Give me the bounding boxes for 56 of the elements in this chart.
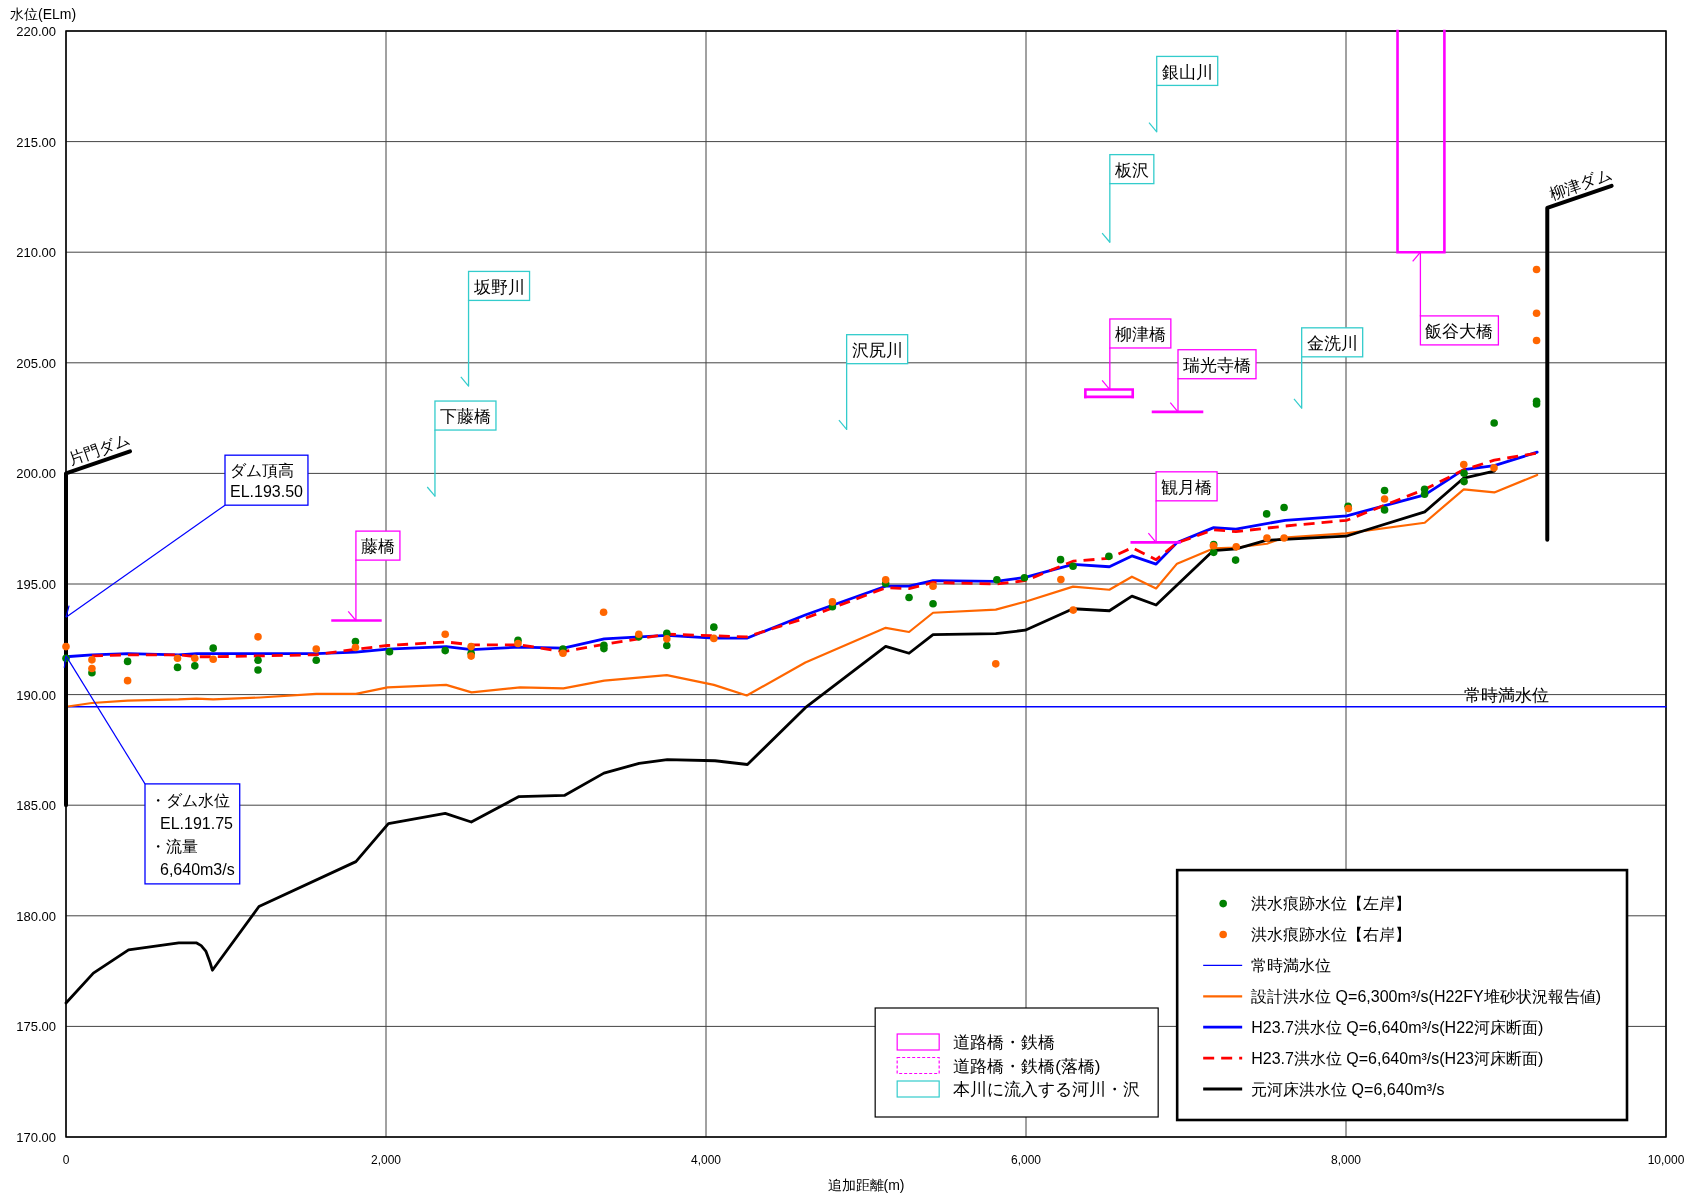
y-tick-label: 215.00 (16, 134, 56, 150)
y-tick-label: 200.00 (16, 466, 56, 482)
x-tick-label: 6,000 (1010, 1153, 1042, 1167)
annotation: 飯谷大橋 (1425, 322, 1494, 342)
annotation: 柳津橋 (1109, 318, 1172, 349)
annotation: 板沢 (1113, 160, 1149, 180)
legend-label: 元河床洪水位 Q=6,640m³/s (1251, 1080, 1445, 1098)
annotation: 柳津橋 (1114, 325, 1166, 345)
annotation: 坂野川 (467, 270, 531, 302)
x-tick-label: 10,000 (1647, 1153, 1685, 1167)
annotation: 藤橋 (355, 530, 401, 561)
annotation: 片門ダム (66, 430, 133, 469)
annotation: ダム頂高 EL.193.50 (230, 461, 304, 500)
y-tick-label: 170.00 (16, 1130, 56, 1145)
legend-label: 常時満水位 (1251, 957, 1332, 975)
y-tick-label: 205.00 (16, 355, 56, 371)
annotation: 下藤橋 (434, 400, 497, 431)
annotation: 下藤橋 (439, 407, 491, 427)
annotation: 金洗川 (1306, 333, 1358, 353)
annotation: 金洗川 (1301, 327, 1364, 358)
y-axis-title: 水位(ELm) (10, 6, 77, 22)
annotation: 観月橋 (1161, 477, 1213, 497)
legend-label: 本川に流入する河川・沢 (953, 1080, 1141, 1100)
legend-label: 洪水痕跡水位【左岸】 (1251, 895, 1412, 913)
annotation: 沢尻川 (846, 334, 909, 365)
annotation: 観月橋 (1155, 471, 1218, 502)
annotation: 瑞光寺橋 (1177, 349, 1257, 380)
annotation: ・ダム水位 EL.191.75 ・流量 6,640m3/s (150, 791, 235, 878)
x-tick-label: 8,000 (1330, 1153, 1362, 1167)
annotation: 柳津ダム (1547, 165, 1614, 203)
legend-label: 道路橋・鉄橋 (953, 1033, 1056, 1053)
y-tick-label: 210.00 (16, 245, 56, 261)
x-axis-title: 追加距離(m) (827, 1177, 905, 1193)
legend-label: 洪水痕跡水位【右岸】 (1251, 926, 1412, 944)
annotation: 瑞光寺橋 (1183, 355, 1251, 375)
annotation: 飯谷大橋 (1419, 315, 1500, 346)
y-tick-label: 175.00 (16, 1019, 56, 1035)
legend-label: 設計洪水位 Q=6,300m³/s(H22FY堆砂状況報告値) (1251, 988, 1601, 1006)
legend-label: 道路橋・鉄橋(落橋) (953, 1056, 1101, 1076)
x-tick-label: 4,000 (690, 1153, 722, 1167)
y-tick-label: 185.00 (16, 798, 56, 814)
y-tick-label: 180.00 (16, 908, 56, 924)
y-tick-label: 190.00 (16, 687, 56, 703)
x-tick-label: 0 (62, 1153, 70, 1167)
x-tick-label: 2,000 (370, 1153, 402, 1167)
annotation: 沢尻川 (851, 340, 903, 360)
legend-label: H23.7洪水位 Q=6,640m³/s(H22河床断面) (1251, 1018, 1544, 1036)
y-tick-label: 220.00 (16, 24, 56, 39)
legend-label: H23.7洪水位 Q=6,640m³/s(H23河床断面) (1251, 1049, 1544, 1067)
annotation: 坂野川 (472, 277, 525, 297)
y-tick-label: 195.00 (16, 577, 56, 592)
annotation: 銀山川 (1156, 55, 1219, 87)
annotation: 銀山川 (1161, 62, 1213, 82)
annotation: 藤橋 (360, 537, 395, 557)
annotation: ・ダム水位 EL.191.75 ・流量 6,640m3/s (63, 655, 241, 885)
annotation: 板沢 (1109, 154, 1155, 185)
